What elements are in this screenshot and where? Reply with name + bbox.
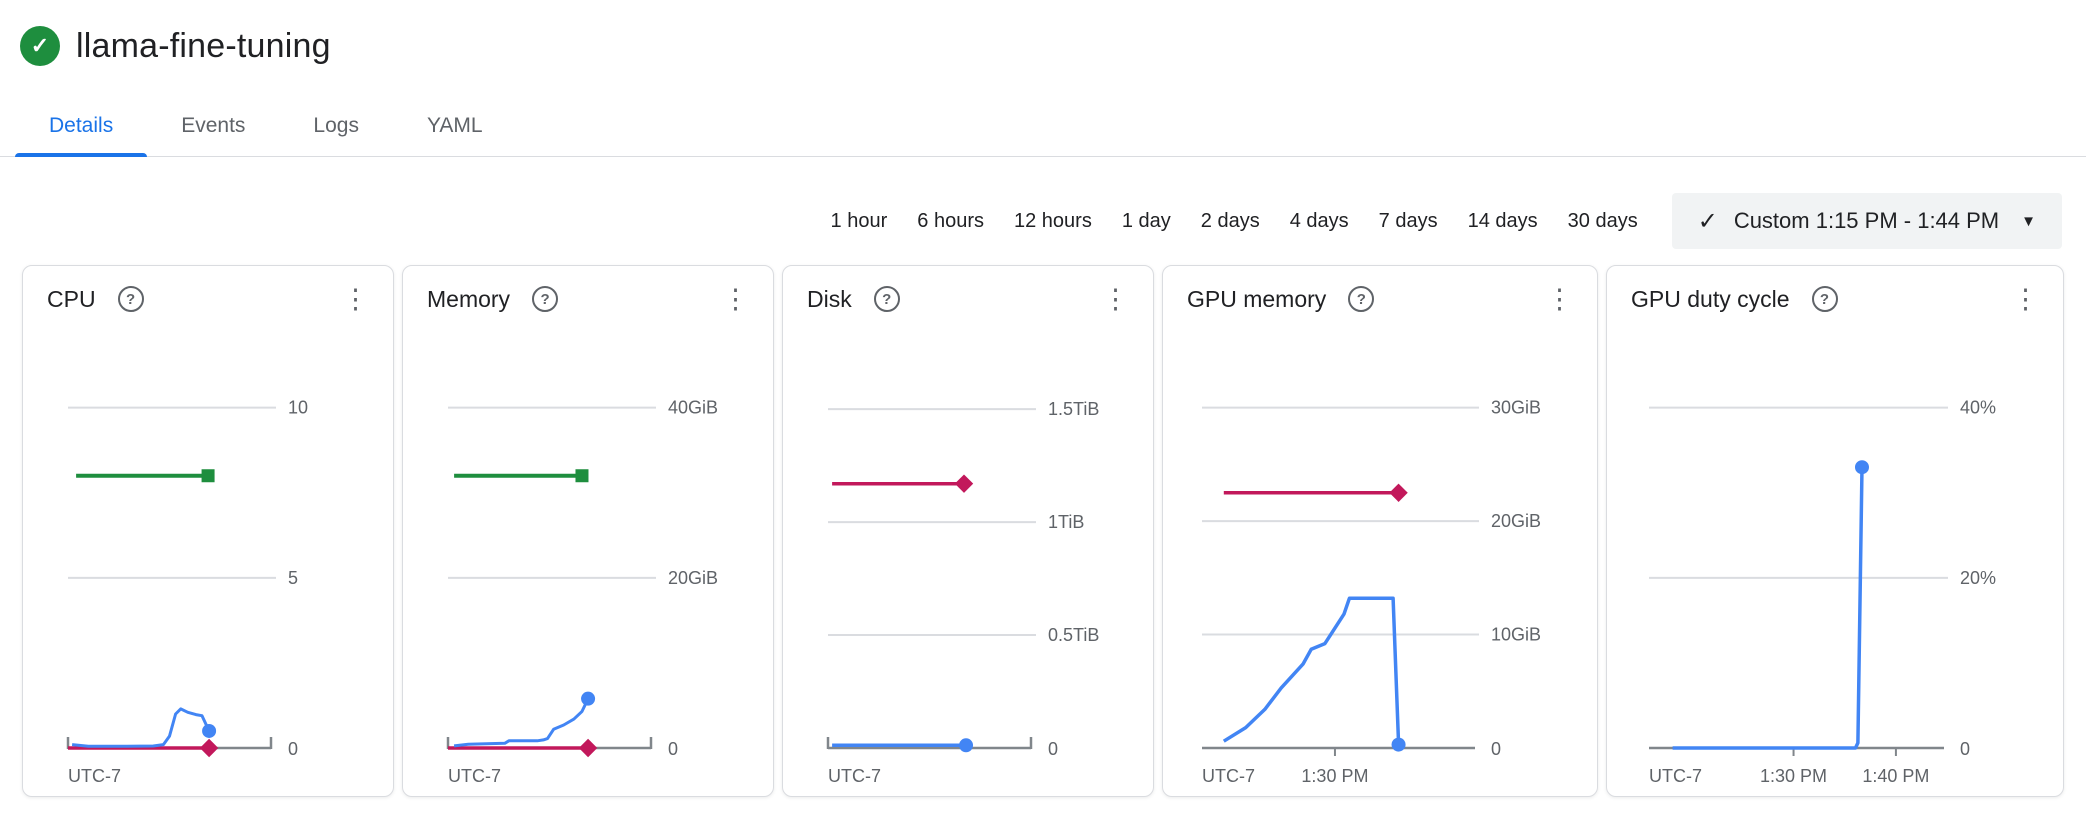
help-icon[interactable]: ? bbox=[532, 286, 559, 312]
svg-text:1:40 PM: 1:40 PM bbox=[1862, 766, 1929, 786]
svg-text:20%: 20% bbox=[1960, 568, 1996, 588]
time-option-7-days[interactable]: 7 days bbox=[1378, 209, 1438, 232]
help-icon[interactable]: ? bbox=[873, 286, 900, 312]
gpu-duty-cycle-card: GPU duty cycle ? ⋮ 40% 20% 0 1:30 PM 1:40 PM… bbox=[1606, 265, 2064, 797]
time-option-1-day[interactable]: 1 day bbox=[1121, 209, 1171, 232]
gpu-memory-chart: 30GiB 20GiB 10GiB 0 1:30 PM UTC-7 bbox=[1183, 326, 1577, 801]
time-option-30-days[interactable]: 30 days bbox=[1567, 209, 1638, 232]
cpu-card-header: CPU ? ⋮ bbox=[43, 280, 373, 318]
time-option-2-days[interactable]: 2 days bbox=[1200, 209, 1260, 232]
time-option-14-days[interactable]: 14 days bbox=[1467, 209, 1538, 232]
time-option-1-hour[interactable]: 1 hour bbox=[830, 209, 888, 232]
svg-text:0: 0 bbox=[1048, 739, 1058, 759]
tab-yaml[interactable]: YAML bbox=[426, 114, 483, 137]
more-options-icon[interactable]: ⋮ bbox=[2012, 284, 2039, 314]
svg-text:20GiB: 20GiB bbox=[668, 568, 718, 588]
svg-text:0: 0 bbox=[668, 739, 678, 759]
svg-text:5: 5 bbox=[288, 568, 298, 588]
tab-events[interactable]: Events bbox=[181, 114, 246, 137]
gpu-memory-card: GPU memory ? ⋮ 30GiB 20GiB 10GiB 0 1:30 PM UT… bbox=[1162, 265, 1598, 797]
page-title: llama-fine-tuning bbox=[76, 26, 331, 65]
svg-text:1:30 PM: 1:30 PM bbox=[1760, 766, 1827, 786]
custom-time-range-selector[interactable]: ✓ Custom 1:15 PM - 1:44 PM ▼ bbox=[1671, 193, 2062, 249]
svg-text:1:30 PM: 1:30 PM bbox=[1301, 766, 1368, 786]
time-option-12-hours[interactable]: 12 hours bbox=[1013, 209, 1092, 232]
svg-text:1TiB: 1TiB bbox=[1048, 512, 1084, 532]
svg-text:0.5TiB: 0.5TiB bbox=[1048, 625, 1099, 645]
svg-text:UTC-7: UTC-7 bbox=[828, 766, 881, 786]
time-option-4-days[interactable]: 4 days bbox=[1289, 209, 1349, 232]
svg-text:0: 0 bbox=[1960, 739, 1970, 759]
time-range-bar: 1 hour 6 hours 12 hours 1 day 2 days 4 d… bbox=[0, 193, 2062, 249]
card-title: Memory bbox=[427, 285, 511, 312]
custom-range-label: Custom 1:15 PM - 1:44 PM bbox=[1733, 208, 2000, 233]
card-title: CPU bbox=[47, 285, 96, 312]
svg-text:10GiB: 10GiB bbox=[1491, 625, 1541, 645]
svg-text:0: 0 bbox=[288, 739, 298, 759]
svg-text:UTC-7: UTC-7 bbox=[1649, 766, 1702, 786]
svg-text:10: 10 bbox=[288, 398, 308, 418]
gpu-duty-cycle-card-header: GPU duty cycle ? ⋮ bbox=[1627, 280, 2043, 318]
check-icon: ✓ bbox=[1697, 207, 1718, 235]
cpu-card: CPU ? ⋮ 10 5 0 UTC-7 bbox=[22, 265, 394, 797]
metric-cards-row: CPU ? ⋮ 10 5 0 UTC-7 Memory ? ⋮ 40GiB 20GiB 0… bbox=[22, 265, 2066, 797]
more-options-icon[interactable]: ⋮ bbox=[342, 284, 369, 314]
time-option-6-hours[interactable]: 6 hours bbox=[917, 209, 984, 232]
disk-card: Disk ? ⋮ 1.5TiB 1TiB 0.5TiB 0 UTC-7 bbox=[782, 265, 1154, 797]
dropdown-caret-icon: ▼ bbox=[2021, 212, 2036, 230]
disk-chart: 1.5TiB 1TiB 0.5TiB 0 UTC-7 bbox=[803, 326, 1133, 801]
cpu-chart: 10 5 0 UTC-7 bbox=[43, 326, 373, 801]
page-header: ✓ llama-fine-tuning bbox=[0, 0, 2086, 68]
svg-text:40%: 40% bbox=[1960, 398, 1996, 418]
svg-text:UTC-7: UTC-7 bbox=[448, 766, 501, 786]
tab-details[interactable]: Details bbox=[15, 100, 148, 157]
memory-chart: 40GiB 20GiB 0 UTC-7 bbox=[423, 326, 753, 801]
tab-bar: Details Events Logs YAML bbox=[0, 100, 2086, 157]
tab-logs[interactable]: Logs bbox=[313, 114, 359, 137]
svg-text:0: 0 bbox=[1491, 739, 1501, 759]
help-icon[interactable]: ? bbox=[1811, 286, 1838, 312]
svg-text:20GiB: 20GiB bbox=[1491, 511, 1541, 531]
card-title: GPU memory bbox=[1187, 285, 1327, 312]
card-title: GPU duty cycle bbox=[1631, 285, 1790, 312]
status-check-icon: ✓ bbox=[20, 26, 60, 66]
memory-card: Memory ? ⋮ 40GiB 20GiB 0 UTC-7 bbox=[402, 265, 774, 797]
help-icon[interactable]: ? bbox=[1348, 286, 1375, 312]
memory-card-header: Memory ? ⋮ bbox=[423, 280, 753, 318]
disk-card-header: Disk ? ⋮ bbox=[803, 280, 1133, 318]
card-title: Disk bbox=[807, 285, 852, 312]
svg-text:1.5TiB: 1.5TiB bbox=[1048, 399, 1099, 419]
svg-text:40GiB: 40GiB bbox=[668, 398, 718, 418]
gpu-duty-cycle-chart: 40% 20% 0 1:30 PM 1:40 PM UTC-7 bbox=[1627, 326, 2043, 801]
svg-text:UTC-7: UTC-7 bbox=[68, 766, 121, 786]
help-icon[interactable]: ? bbox=[117, 286, 144, 312]
more-options-icon[interactable]: ⋮ bbox=[722, 284, 749, 314]
svg-text:UTC-7: UTC-7 bbox=[1202, 766, 1255, 786]
more-options-icon[interactable]: ⋮ bbox=[1546, 284, 1573, 314]
gpu-memory-card-header: GPU memory ? ⋮ bbox=[1183, 280, 1577, 318]
more-options-icon[interactable]: ⋮ bbox=[1102, 284, 1129, 314]
svg-text:30GiB: 30GiB bbox=[1491, 398, 1541, 418]
